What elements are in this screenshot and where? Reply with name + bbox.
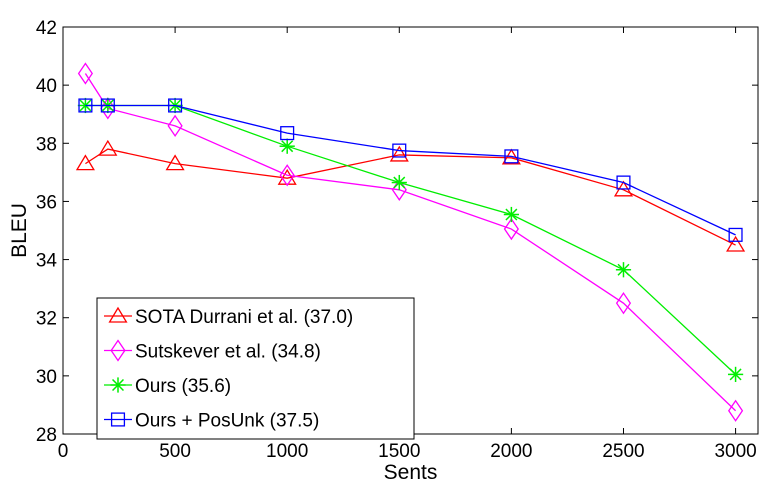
triangle-marker (389, 145, 409, 162)
square-marker (280, 126, 295, 141)
diamond-marker (167, 114, 183, 137)
square-marker (168, 98, 183, 113)
series-triangle (75, 139, 746, 252)
legend-entry: Ours + PosUnk (37.5) (104, 411, 319, 432)
star-marker (503, 206, 519, 223)
y-tick-label: 34 (36, 251, 58, 272)
legend-label: Sutskever et al. (34.8) (135, 342, 321, 363)
star-marker-stroke (111, 378, 125, 392)
legend-entry: Ours (35.6) (104, 376, 231, 397)
y-tick-label: 28 (36, 425, 57, 446)
series-layer (75, 62, 746, 422)
diamond-marker (110, 339, 126, 362)
x-tick-label: 2500 (602, 441, 644, 462)
square-marker (504, 149, 519, 164)
series-line (84, 73, 737, 412)
star-marker-stroke (729, 368, 742, 381)
square-marker (110, 412, 126, 427)
y-tick-label: 30 (36, 367, 57, 388)
star-marker (110, 377, 126, 393)
y-tick-label: 36 (36, 192, 57, 213)
legend-label: Ours + PosUnk (37.5) (135, 411, 319, 432)
star-marker-stroke (617, 263, 630, 276)
legend-entry: Sutskever et al. (34.8) (104, 339, 321, 363)
square-marker (616, 175, 631, 190)
legend-entry: SOTA Durrani et al. (37.0) (104, 306, 353, 328)
legend-box (96, 297, 415, 440)
star-marker-stroke (281, 140, 294, 153)
x-tick-label: 3000 (714, 441, 756, 462)
x-tick-label: 1000 (266, 441, 308, 462)
star-marker (727, 366, 744, 383)
x-tick-label: 2000 (490, 441, 532, 462)
diamond-marker (77, 62, 94, 85)
star-marker (615, 262, 632, 278)
legend-label: SOTA Durrani et al. (37.0) (135, 307, 353, 328)
star-marker (279, 138, 295, 154)
square-marker (728, 227, 743, 242)
y-tick-label: 40 (36, 76, 57, 97)
series-square (78, 98, 743, 242)
x-tick-label: 500 (159, 441, 191, 462)
triangle-marker (726, 235, 746, 252)
triangle-marker (75, 154, 95, 171)
diamond-marker (727, 399, 744, 422)
triangle-marker (165, 154, 185, 171)
y-tick-label: 32 (36, 309, 57, 330)
diamond-marker (615, 292, 632, 315)
star-marker-stroke (505, 208, 518, 221)
axis-ticks: 0 500 1000 1500 2000 2500 3000 28 30 32 34 36 38 40 42 (36, 18, 758, 462)
series-line (85, 104, 736, 236)
square-marker (78, 98, 93, 113)
triangle-marker (108, 306, 128, 323)
triangle-marker (98, 139, 118, 156)
y-tick-label: 38 (36, 134, 57, 155)
legend-label: Ours (35.6) (135, 376, 231, 397)
star-marker-stroke (393, 176, 406, 189)
square-marker (100, 98, 115, 113)
x-axis-title: Sents (384, 461, 438, 484)
series-line (85, 148, 736, 246)
y-axis-title: BLEU (8, 203, 31, 258)
legend: SOTA Durrani et al. (37.0) Sutskever et a… (96, 297, 415, 440)
diamond-marker (279, 164, 295, 187)
y-tick-label: 42 (36, 18, 57, 39)
x-tick-label: 0 (58, 441, 69, 462)
star-marker (391, 174, 407, 191)
diamond-marker (503, 217, 519, 241)
x-tick-label: 1500 (378, 441, 420, 462)
square-marker (392, 143, 407, 158)
series-diamond (77, 62, 744, 422)
